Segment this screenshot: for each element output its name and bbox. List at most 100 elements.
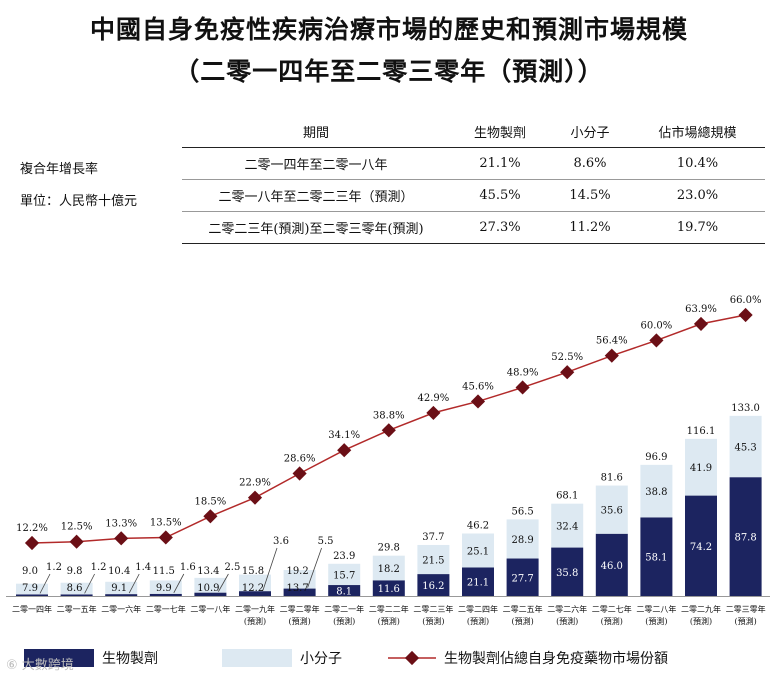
label-small: 41.9 — [690, 463, 712, 474]
bar-bio — [283, 588, 316, 596]
legend-small: 小分子 — [222, 648, 342, 668]
label-total: 29.8 — [378, 543, 400, 554]
bar-small — [417, 544, 450, 575]
share-marker — [158, 530, 173, 545]
bar-bio — [105, 594, 138, 596]
bar-small — [149, 580, 182, 594]
bar-bio — [595, 533, 628, 596]
table-header: 生物製劑 — [450, 116, 550, 148]
bar-small — [595, 485, 628, 534]
share-label: 13.3% — [105, 518, 137, 529]
bar-bio — [462, 567, 494, 596]
category-label: 二零二零年 — [280, 604, 320, 614]
label-bio: 74.2 — [690, 542, 712, 553]
share-marker — [247, 490, 263, 505]
bar-bio — [239, 591, 271, 596]
bar-small — [16, 583, 48, 595]
share-marker — [693, 316, 709, 331]
category-label: (預測) — [422, 616, 444, 626]
bar-bio — [729, 477, 762, 596]
share-label: 12.5% — [61, 522, 93, 533]
cagr-table: 期間 生物製劑 小分子 佔市場總規模 二零一四年至二零一八年 21.1% 8.6… — [182, 116, 765, 244]
label-total: 116.1 — [687, 426, 716, 437]
bar-bio — [194, 592, 227, 596]
bar-bio — [60, 594, 93, 596]
legend-share-label: 生物製劑佔總自身免疫藥物市場份額 — [444, 651, 668, 667]
leader-line — [262, 547, 278, 591]
label-bio: 58.1 — [645, 553, 667, 564]
category-label: 二零二九年 — [681, 604, 721, 614]
table-cell: 8.6% — [550, 147, 630, 180]
bar-small — [506, 519, 539, 559]
share-label: 63.9% — [685, 304, 717, 315]
label-bio: 87.8 — [734, 533, 756, 544]
bar-bio — [149, 593, 182, 596]
label-total: 11.5 — [153, 566, 175, 577]
bar-bio — [551, 547, 584, 596]
label-bio: 2.5 — [224, 562, 240, 573]
bar-small — [729, 415, 762, 478]
share-label: 56.4% — [596, 336, 628, 347]
label-total: 9.8 — [67, 566, 83, 577]
legend-bio: 生物製劑 — [24, 648, 158, 668]
label-bio: 27.7 — [511, 573, 533, 584]
category-label: (預測) — [333, 616, 355, 626]
category-label: 二零二五年 — [503, 604, 543, 614]
share-marker — [426, 405, 441, 420]
label-small: 10.9 — [197, 583, 219, 594]
label-small: 8.6 — [67, 583, 83, 594]
category-label: 二零二六年 — [547, 604, 587, 614]
share-marker — [203, 509, 218, 524]
label-small: 7.9 — [22, 583, 38, 594]
category-label: (預測) — [288, 616, 310, 626]
label-small: 25.1 — [467, 546, 489, 557]
label-small: 9.1 — [111, 583, 127, 594]
label-total: 81.6 — [601, 473, 623, 484]
table-header: 期間 — [182, 116, 450, 148]
category-label: (預測) — [645, 616, 667, 626]
label-bio: 5.5 — [318, 536, 334, 547]
bar-bio — [506, 558, 539, 596]
label-small: 21.5 — [422, 556, 444, 567]
label-total: 23.9 — [333, 551, 355, 562]
label-total: 37.7 — [422, 532, 444, 543]
bar-small — [194, 577, 227, 593]
bar-small — [372, 555, 405, 581]
category-label: 二零二二年 — [369, 604, 409, 614]
label-small: 35.6 — [601, 506, 623, 517]
category-label: 二零三零年 — [726, 604, 766, 614]
legend-share: 生物製劑佔總自身免疫藥物市場份額 — [388, 648, 668, 668]
label-small: 32.4 — [556, 522, 578, 533]
label-total: 19.2 — [286, 566, 308, 577]
share-label: 28.6% — [284, 453, 316, 464]
share-label: 66.0% — [730, 295, 762, 306]
label-bio: 1.2 — [91, 562, 107, 573]
table-cell: 21.1% — [450, 147, 550, 180]
label-bio: 1.2 — [46, 562, 62, 573]
table-header-row: 期間 生物製劑 小分子 佔市場總規模 — [182, 116, 765, 148]
label-small: 18.2 — [378, 564, 400, 575]
legend-small-swatch — [222, 649, 292, 667]
share-marker — [649, 333, 664, 348]
leader-line — [128, 573, 140, 594]
category-label: 二零二四年 — [458, 604, 498, 614]
share-label: 34.1% — [328, 430, 360, 441]
category-label: (預測) — [556, 616, 578, 626]
label-bio: 11.6 — [378, 584, 400, 595]
table-cell: 19.7% — [630, 211, 765, 244]
table-cell: 45.5% — [450, 179, 550, 212]
category-label: 二零二一年 — [324, 604, 364, 614]
share-label: 42.9% — [418, 393, 450, 404]
category-label: 二零一五年 — [57, 604, 97, 614]
bar-small — [640, 464, 673, 518]
table-header: 佔市場總規模 — [630, 116, 765, 148]
label-total: 9.0 — [22, 566, 38, 577]
share-marker — [292, 466, 307, 481]
category-label: 二零一七年 — [146, 604, 186, 614]
category-label: 二零二三年 — [413, 604, 453, 614]
share-marker — [114, 531, 129, 546]
label-bio: 8.1 — [336, 587, 352, 598]
table-row: 二零二三年(預測)至二零三零年(預測) 27.3% 11.2% 19.7% — [182, 211, 765, 244]
label-total: 13.4 — [197, 566, 219, 577]
